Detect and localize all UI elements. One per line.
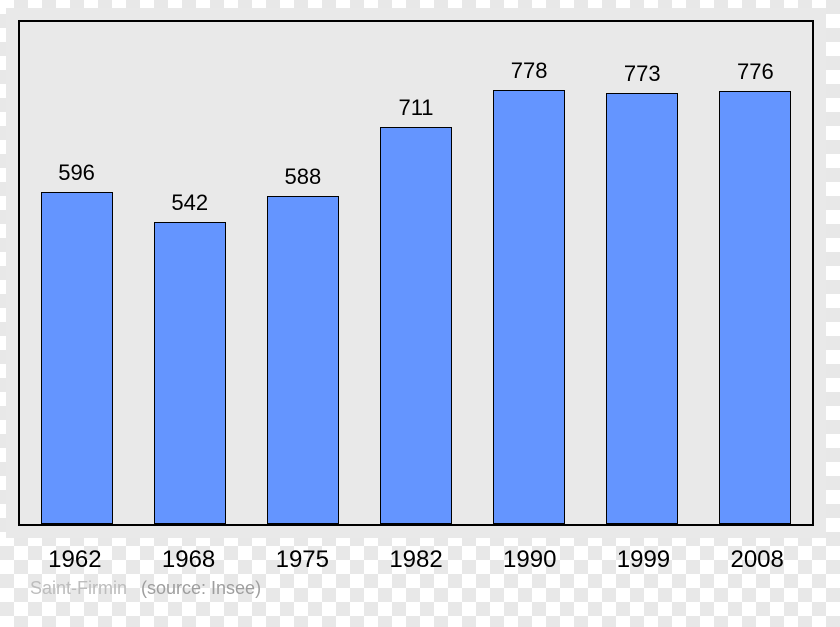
bar-rect: [493, 90, 565, 524]
x-axis-labels: 1962196819751982199019992008: [18, 546, 814, 574]
bar: 596: [20, 22, 133, 524]
bar-value-label: 778: [511, 58, 548, 84]
bar-rect: [380, 127, 452, 524]
bar: 542: [133, 22, 246, 524]
bar-rect: [267, 196, 339, 524]
x-axis-label: 1982: [359, 546, 473, 574]
bar-rect: [154, 222, 226, 524]
x-axis-label: 1975: [245, 546, 359, 574]
plot-border: 596 542 588 711 778 773 776: [18, 20, 814, 526]
x-axis-label: 1999: [587, 546, 701, 574]
bar-group: 596 542 588 711 778 773 776: [20, 22, 812, 524]
x-axis-label: 1962: [18, 546, 132, 574]
x-axis-label: 2008: [700, 546, 814, 574]
bar-value-label: 596: [58, 160, 95, 186]
bar-value-label: 711: [398, 95, 433, 121]
bar-rect: [41, 192, 113, 524]
bar: 778: [473, 22, 586, 524]
bar-rect: [719, 91, 791, 524]
bar: 588: [246, 22, 359, 524]
bar: 776: [699, 22, 812, 524]
footer-source: (source: Insee): [141, 578, 261, 599]
chart-stage: 596542588711778773776 196219681975198219…: [0, 0, 840, 627]
bar: 773: [586, 22, 699, 524]
footer-place: Saint-Firmin: [30, 578, 127, 599]
bar-value-label: 542: [171, 190, 208, 216]
bar: 711: [359, 22, 472, 524]
x-axis-label: 1990: [473, 546, 587, 574]
bar-value-label: 588: [284, 164, 321, 190]
bar-value-label: 773: [624, 61, 661, 87]
bar-rect: [606, 93, 678, 524]
x-axis-label: 1968: [132, 546, 246, 574]
plot-panel: 596 542 588 711 778 773 776: [6, 8, 826, 538]
chart-footer: Saint-Firmin (source: Insee): [30, 578, 261, 599]
bar-value-label: 776: [737, 59, 774, 85]
